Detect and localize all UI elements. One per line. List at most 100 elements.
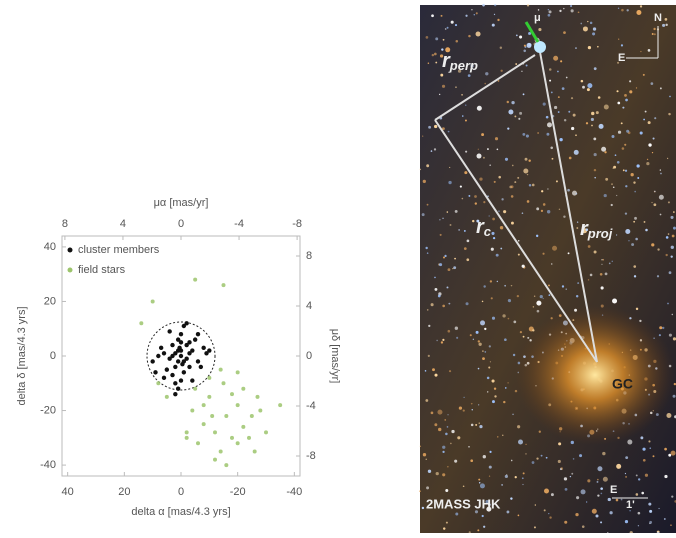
star: [639, 5, 643, 8]
point: [139, 321, 144, 326]
x2-axis-label: μα [mas/yr]: [154, 197, 209, 209]
star: [591, 508, 597, 514]
star: [484, 327, 487, 331]
point: [247, 435, 251, 440]
star: [558, 442, 562, 446]
star: [567, 252, 570, 255]
point: [170, 342, 175, 348]
point: [241, 386, 246, 391]
star: [441, 127, 445, 131]
star: [494, 137, 499, 141]
star: [501, 484, 503, 486]
point: [193, 277, 198, 282]
star: [470, 64, 474, 68]
star: [425, 36, 429, 39]
star: [508, 109, 514, 115]
point: [235, 370, 240, 375]
star: [440, 73, 444, 77]
star: [647, 49, 651, 52]
star: [518, 117, 521, 120]
star: [601, 259, 603, 261]
star: [604, 272, 608, 276]
star: [458, 406, 463, 410]
star: [501, 198, 504, 201]
star: [561, 87, 565, 90]
star: [547, 8, 550, 11]
x-axis-label: delta α [mas/4.3 yrs]: [131, 506, 230, 518]
star: [557, 70, 559, 73]
star: [450, 442, 452, 445]
star: [671, 234, 675, 238]
star: [565, 288, 567, 290]
star: [419, 168, 422, 171]
star: [633, 265, 637, 268]
star: [626, 9, 629, 12]
star: [549, 79, 552, 82]
point: [178, 353, 184, 359]
star: [622, 106, 625, 109]
star: [426, 252, 429, 254]
r-proj-line: [539, 51, 598, 363]
star: [523, 44, 526, 47]
star: [580, 22, 583, 25]
star: [525, 64, 528, 67]
star: [672, 394, 676, 398]
star: [431, 14, 434, 18]
point: [192, 337, 198, 342]
star: [488, 503, 491, 506]
sky-image: μ N E rperp rproj rc GC 2MASS JHK E 1': [419, 3, 676, 535]
point: [181, 370, 187, 375]
star: [454, 257, 456, 260]
star: [536, 207, 540, 211]
star: [482, 350, 484, 352]
star: [640, 436, 644, 440]
star: [555, 180, 558, 183]
star: [670, 245, 674, 249]
star: [486, 376, 490, 380]
star: [517, 176, 520, 179]
star: [572, 113, 576, 117]
star: [470, 423, 474, 427]
star: [496, 148, 499, 151]
star: [624, 143, 627, 146]
star: [592, 27, 597, 31]
star: [492, 400, 495, 404]
star: [490, 247, 494, 251]
star: [587, 45, 592, 50]
point: [249, 414, 254, 418]
star: [540, 209, 544, 213]
star: [523, 168, 529, 174]
star: [446, 26, 449, 29]
star: [433, 148, 437, 151]
star: [649, 447, 652, 449]
star: [666, 157, 669, 160]
star: [635, 493, 639, 496]
point: [173, 391, 178, 397]
star: [464, 171, 468, 175]
star: [507, 127, 510, 130]
star: [504, 157, 509, 161]
star: [431, 53, 435, 57]
star: [475, 31, 481, 37]
star: [570, 9, 574, 13]
star: [665, 236, 669, 239]
star: [609, 511, 613, 515]
star: [605, 177, 609, 181]
star: [511, 164, 514, 167]
galactic-center-glow: [515, 305, 675, 445]
legend-marker: [67, 267, 73, 273]
star: [434, 288, 438, 291]
star: [475, 12, 478, 15]
point: [184, 435, 189, 440]
star: [442, 450, 445, 454]
point: [218, 367, 223, 372]
star: [474, 195, 477, 198]
star: [612, 167, 614, 169]
star: [419, 490, 421, 492]
star: [548, 294, 551, 296]
star: [522, 93, 525, 96]
star: [463, 247, 467, 251]
star: [514, 476, 517, 479]
point: [173, 381, 178, 386]
point: [156, 381, 161, 386]
